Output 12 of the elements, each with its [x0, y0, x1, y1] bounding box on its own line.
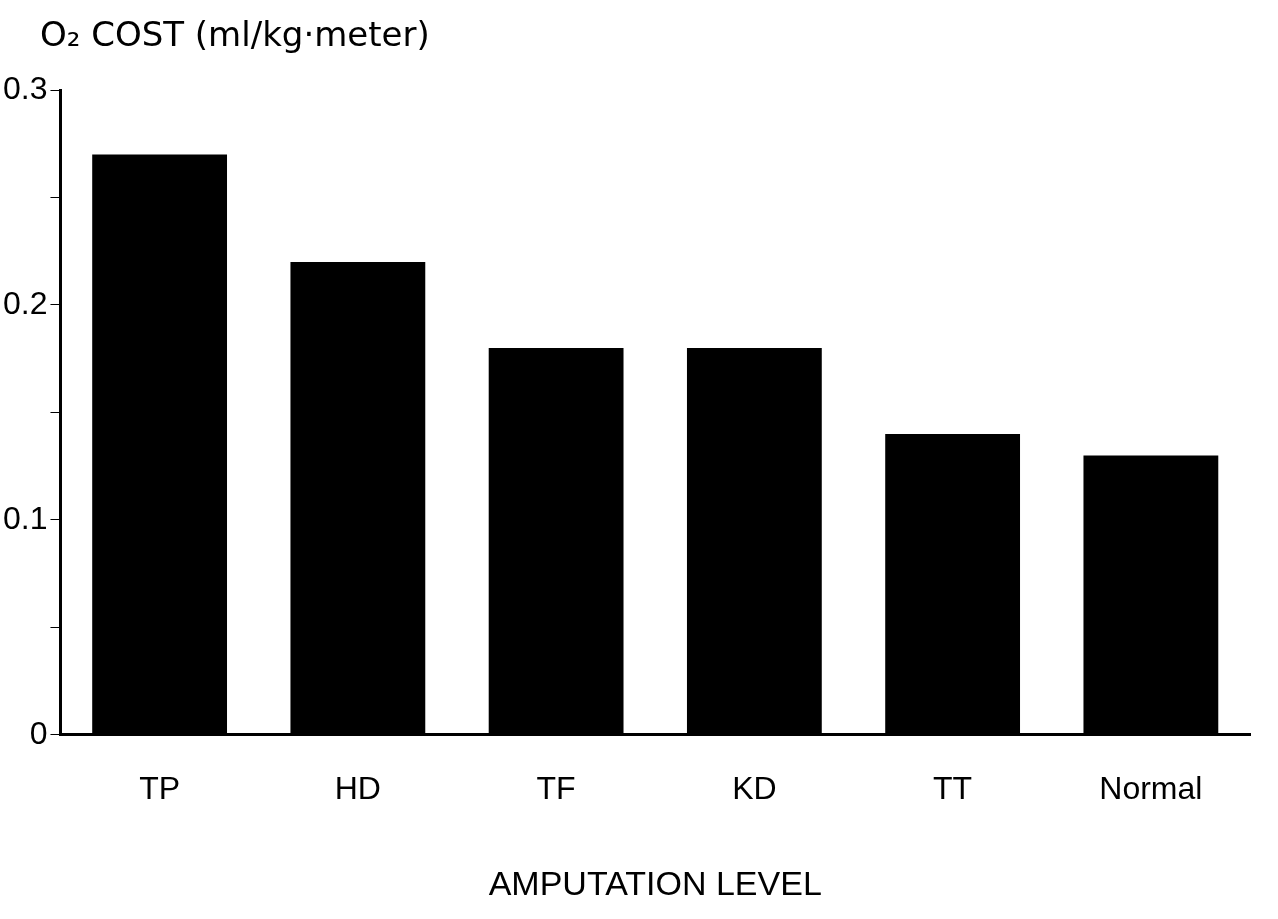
x-tick-label: KD [732, 769, 777, 806]
y-axis-title: O₂ COST (ml/kg·meter) [40, 14, 430, 54]
y-tick-label: 0 [29, 714, 48, 751]
x-tick-label: HD [334, 769, 381, 806]
y-tick-label: 0.3 [3, 69, 48, 106]
x-tick-label: Normal [1099, 769, 1203, 806]
x-tick-label: TP [139, 769, 181, 806]
x-tick-label: TF [536, 769, 576, 806]
y-tick-label: 0.2 [3, 284, 48, 321]
x-tick-label: TT [933, 769, 973, 806]
x-axis-title: AMPUTATION LEVEL [488, 863, 822, 902]
y-tick-label: 0.1 [3, 499, 48, 536]
